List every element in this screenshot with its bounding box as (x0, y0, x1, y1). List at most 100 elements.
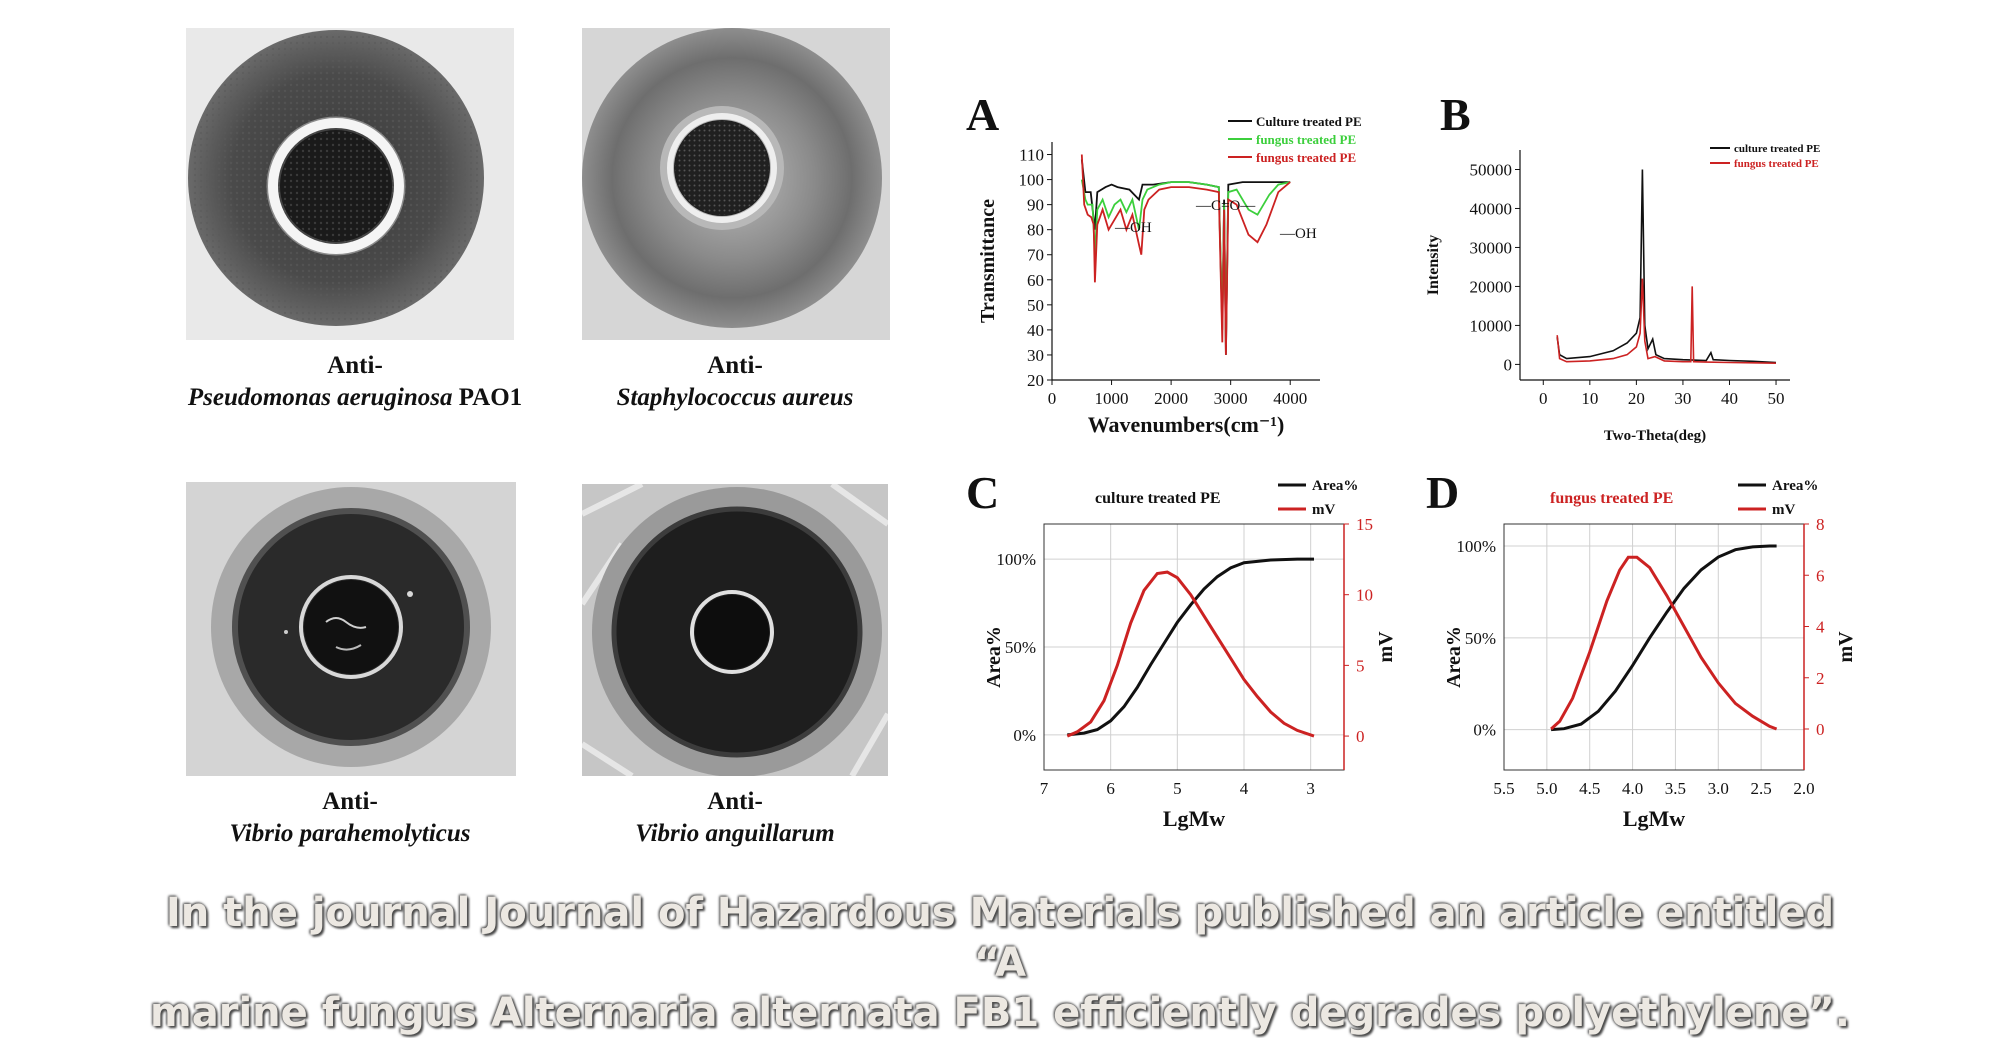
label-anti: Anti- (322, 788, 378, 815)
x-tick-label: 2000 (1154, 389, 1188, 408)
label-strain: PAO1 (452, 384, 523, 411)
inhibition-zone-image (582, 28, 890, 340)
x-tick-label: 1000 (1095, 389, 1129, 408)
y-tick-label: 110 (1019, 146, 1044, 165)
x-tick-label: 40 (1721, 389, 1738, 408)
y-axis-label-left: Area% (1443, 626, 1465, 688)
series-line-0 (1550, 544, 1777, 732)
y-tick-label: 60 (1027, 271, 1044, 290)
y-tick-label: 80 (1027, 221, 1044, 240)
x-tick-label: 3000 (1214, 389, 1248, 408)
legend-label: fungus treated PE (1256, 132, 1356, 147)
legend-label: mV (1772, 502, 1795, 518)
panel-letter-a: A (966, 89, 999, 140)
y-tick-label: 50000 (1470, 160, 1513, 179)
y-tick-label: 40 (1027, 321, 1044, 340)
inhibition-zone-image (186, 482, 516, 776)
x-tick-label: 6 (1106, 779, 1115, 798)
x-tick-label: 50 (1768, 389, 1785, 408)
label-species: Staphylococcus aureus (616, 384, 854, 411)
panel-letter-d: D (1426, 467, 1459, 518)
photo-label-vibrio-parahemolyticus: Anti- Vibrio parahemolyticus (150, 786, 550, 850)
series-line-1 (1080, 179, 1291, 345)
y-tick-label-right: 4 (1816, 618, 1825, 637)
x-tick-label: 7 (1040, 779, 1049, 798)
x-tick-label: 4.5 (1579, 779, 1600, 798)
legend-label: fungus treated PE (1734, 158, 1819, 170)
x-tick-label: 2.0 (1793, 779, 1814, 798)
x-tick-label: 3 (1306, 779, 1315, 798)
caption: In the journal Journal of Hazardous Mate… (150, 888, 1850, 1038)
x-axis-label: Two-Theta(deg) (1604, 428, 1706, 444)
y-tick-label: 20 (1027, 371, 1044, 390)
y-tick-label: 40000 (1470, 199, 1513, 218)
y-axis-label-right: mV (1375, 631, 1397, 663)
x-axis-label: LgMw (1163, 806, 1225, 831)
y-tick-label-left: 0% (1473, 721, 1496, 740)
x-tick-label: 4.0 (1622, 779, 1643, 798)
series-line-2 (1080, 154, 1291, 355)
x-tick-label: 4 (1240, 779, 1249, 798)
series-line-0 (1080, 159, 1291, 355)
photo-label-vibrio-anguillarum: Anti- Vibrio anguillarum (540, 786, 930, 850)
y-tick-label-right: 0 (1816, 720, 1825, 739)
y-axis-label: Intensity (1425, 235, 1442, 295)
y-tick-label-left: 0% (1013, 726, 1036, 745)
y-tick-label: 70 (1027, 246, 1044, 265)
y-tick-label-right: 8 (1816, 515, 1825, 534)
legend-label: Culture treated PE (1256, 114, 1362, 129)
y-axis-label-left: Area% (983, 626, 1005, 688)
x-tick-label: 5.5 (1493, 779, 1514, 798)
chart-b-xrd: B 0 10 20 30 40 50 0 10000 20000 30000 40000 50000 Tw… (1425, 89, 1820, 444)
photo-vibrio-parahemolyticus (186, 482, 516, 776)
y-tick-label: 50 (1027, 296, 1044, 315)
x-axis-label: LgMw (1623, 806, 1685, 831)
inhibition-zone-image (186, 28, 514, 340)
series-line-0 (1556, 169, 1777, 364)
annotation-oh: —OH (1279, 226, 1317, 242)
label-species: Pseudomonas aeruginosa (187, 384, 453, 411)
x-tick-label: 2.5 (1751, 779, 1772, 798)
annotation-co: —C=O— (1195, 198, 1256, 214)
x-tick-label: 20 (1628, 389, 1645, 408)
series-line-1 (1550, 555, 1778, 731)
x-tick-label: 3.5 (1665, 779, 1686, 798)
x-tick-label: 4000 (1273, 389, 1307, 408)
photo-pseudomonas (186, 28, 514, 340)
y-axis-label: Transmittance (977, 199, 999, 323)
x-tick-label: 5.0 (1536, 779, 1557, 798)
photo-label-staphylococcus: Anti- Staphylococcus aureus (540, 350, 930, 414)
panel-letter-b: B (1440, 89, 1471, 140)
legend-label: culture treated PE (1734, 143, 1820, 155)
y-tick-label: 30000 (1470, 238, 1513, 257)
x-tick-label: 0 (1048, 389, 1057, 408)
legend-label: mV (1312, 502, 1335, 518)
y-tick-label: 0 (1504, 355, 1513, 374)
legend-label: Area% (1772, 478, 1818, 494)
inhibition-zone-image (582, 484, 888, 776)
caption-line-2: marine fungus Alternaria alternata FB1 e… (150, 990, 1850, 1036)
plot-frame (1503, 523, 1805, 771)
label-species: Vibrio parahemolyticus (229, 820, 471, 847)
x-axis-label: Wavenumbers(cm⁻¹) (1088, 412, 1285, 437)
y-tick-label: 30 (1027, 346, 1044, 365)
y-tick-label-right: 2 (1816, 669, 1825, 688)
x-tick-label: 3.0 (1708, 779, 1729, 798)
y-tick-label: 10000 (1470, 316, 1513, 335)
label-anti: Anti- (707, 352, 763, 379)
chart-a-ftir: A 0 1000 2000 3000 4000 20 30 40 50 60 70 80 90 100 110… (966, 89, 1362, 437)
annotation-oh: —OH (1114, 220, 1152, 236)
label-anti: Anti- (327, 352, 383, 379)
y-tick-label-right: 5 (1356, 656, 1365, 675)
caption-line-1: In the journal Journal of Hazardous Mate… (165, 890, 1835, 986)
y-tick-label-left: 100% (1456, 537, 1496, 556)
photo-staphylococcus (582, 28, 890, 340)
y-tick-label-right: 6 (1816, 566, 1825, 585)
x-tick-label: 10 (1581, 389, 1598, 408)
series-line-1 (1556, 278, 1777, 364)
legend-label: Area% (1312, 478, 1358, 494)
y-tick-label: 100 (1019, 171, 1045, 190)
y-tick-label-left: 100% (996, 550, 1036, 569)
chart-title: fungus treated PE (1550, 490, 1673, 507)
